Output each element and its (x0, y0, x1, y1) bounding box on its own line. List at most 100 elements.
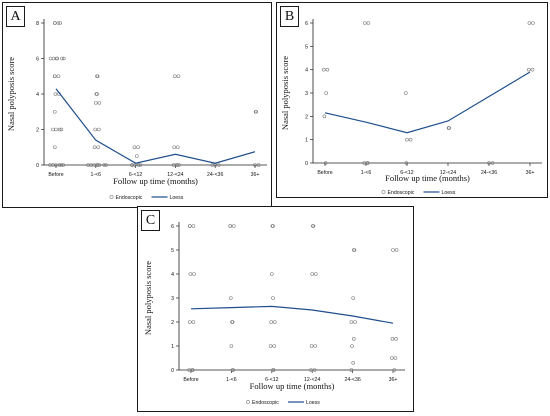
legend-label-endoscopic-c: Endoscopic (252, 400, 279, 406)
endoscopic-point-c (390, 337, 395, 341)
endoscopic-point-a (92, 145, 97, 150)
endoscopic-point-a (52, 145, 57, 150)
endoscopic-point-a (58, 21, 63, 25)
y-tick-label-b: 2 (305, 114, 308, 120)
x-tick-label-c: 24-<36 (344, 377, 360, 383)
endoscopic-point-a (176, 145, 180, 150)
endoscopic-point-b (447, 126, 451, 130)
x-tick-label-a: 6-<12 (129, 172, 143, 178)
endoscopic-point-c (353, 320, 357, 324)
y-tick-label-a: 0 (36, 163, 39, 169)
x-tick-label-a: 1-<6 (91, 172, 102, 178)
chart-c: 0 1 2 3 4 5 6 Before 1-<6 6-<12 12-<24 24-<36 36+ Nas… (143, 222, 405, 406)
y-tick-label-c: 2 (171, 320, 174, 326)
endoscopic-point-b (324, 91, 329, 95)
y-tick-label-b: 3 (305, 91, 308, 97)
legend-marker-endoscopic-a (109, 195, 114, 199)
endoscopic-point-a (177, 163, 181, 167)
endoscopic-point-c (273, 320, 277, 324)
endoscopic-point-a (256, 163, 261, 167)
endoscopic-point-c (228, 224, 232, 228)
endoscopic-point-a (210, 163, 214, 167)
endoscopic-point-b (366, 161, 370, 165)
endoscopic-point-a (172, 145, 176, 150)
endoscopic-point-c (349, 320, 354, 324)
endoscopic-point-a (132, 145, 137, 150)
endoscopic-point-b (321, 67, 326, 72)
endoscopic-point-a (59, 127, 64, 132)
panel-label-a: A (6, 6, 25, 27)
endoscopic-point-c (352, 337, 356, 341)
endoscopic-point-b (527, 21, 532, 25)
endoscopic-point-a (56, 74, 61, 79)
endoscopic-point-c (187, 368, 192, 372)
y-tick-label-a: 4 (36, 92, 39, 98)
panel-a: 0 2 4 6 8 Before 1-<6 6-<12 12-<24 24-<36 36+ Nasal… (2, 2, 272, 208)
endoscopic-point-a (138, 163, 143, 167)
endoscopic-point-c (310, 272, 314, 276)
endoscopic-point-b (527, 67, 531, 72)
endoscopic-point-c (229, 344, 234, 348)
endoscopic-point-a (56, 21, 61, 25)
endoscopic-point-a (51, 127, 55, 132)
x-tick-label-b: 12-<24 (440, 170, 456, 176)
endoscopic-point-a (54, 127, 58, 132)
x-tick-label-b: 24-<36 (481, 170, 497, 176)
x-tick-label-c: 12-<24 (304, 377, 320, 383)
endoscopic-point-b (530, 67, 535, 72)
x-tick-label-c: Before (183, 377, 198, 383)
x-tick-label-a: Before (48, 172, 63, 178)
x-tick-label-a: 12-<24 (167, 172, 183, 178)
endoscopic-point-c (393, 356, 398, 360)
endoscopic-point-a (60, 56, 64, 61)
y-tick-label-a: 2 (36, 128, 39, 134)
chart-b: 0 1 2 3 4 5 6 Before 1-<6 6-<12 12-<24 24-<36 36+ Nas… (280, 19, 542, 196)
x-tick-label-b: Before (317, 170, 332, 176)
endoscopic-point-a (95, 163, 100, 167)
loess-line-c (190, 305, 394, 324)
x-axis-title-b: Follow up time (months) (385, 173, 470, 183)
y-tick-label-c: 4 (171, 272, 174, 278)
endoscopic-point-c (352, 248, 357, 252)
endoscopic-point-a (61, 163, 66, 167)
x-tick-label-c: 36+ (389, 377, 398, 383)
endoscopic-point-a (104, 163, 108, 167)
endoscopic-point-a (52, 21, 57, 25)
endoscopic-point-b (490, 161, 495, 165)
y-tick-label-c: 1 (171, 344, 174, 350)
y-axis-title-a: Nasal polyposis score (6, 57, 16, 131)
endoscopic-point-a (48, 56, 53, 61)
endoscopic-point-a (51, 56, 56, 61)
endoscopic-point-b (325, 67, 330, 72)
endoscopic-point-c (268, 344, 273, 348)
x-tick-label-a: 24-<36 (207, 172, 223, 178)
endoscopic-point-c (390, 356, 394, 360)
y-tick-label-a: 8 (36, 21, 39, 27)
endoscopic-point-a (175, 163, 179, 167)
y-tick-label-c: 0 (171, 368, 174, 374)
endoscopic-point-a (59, 163, 64, 167)
legend-label-endoscopic-a: Endoscopic (116, 195, 143, 201)
endoscopic-point-a (97, 127, 101, 132)
endoscopic-point-a (53, 92, 58, 96)
endoscopic-point-a (93, 127, 97, 132)
endoscopic-point-c (191, 224, 196, 228)
endoscopic-point-a (86, 163, 90, 167)
y-tick-label-b: 1 (305, 138, 308, 144)
endoscopic-point-a (136, 145, 140, 150)
endoscopic-point-c (231, 368, 235, 372)
endoscopic-point-a (52, 74, 57, 79)
x-tick-label-b: 1-<6 (361, 170, 372, 176)
legend-label-endoscopic-b: Endoscopic (388, 190, 415, 196)
y-axis-title-b: Nasal polyposis score (280, 56, 290, 130)
endoscopic-point-c (271, 224, 275, 228)
endoscopic-point-c (191, 320, 196, 324)
y-tick-label-b: 5 (305, 44, 308, 50)
endoscopic-point-a (94, 101, 98, 105)
endoscopic-point-b (323, 161, 328, 165)
endoscopic-point-a (61, 56, 66, 61)
endoscopic-point-c (229, 296, 233, 300)
endoscopic-point-a (48, 163, 52, 167)
endoscopic-point-a (95, 92, 99, 96)
endoscopic-point-b (405, 137, 409, 142)
